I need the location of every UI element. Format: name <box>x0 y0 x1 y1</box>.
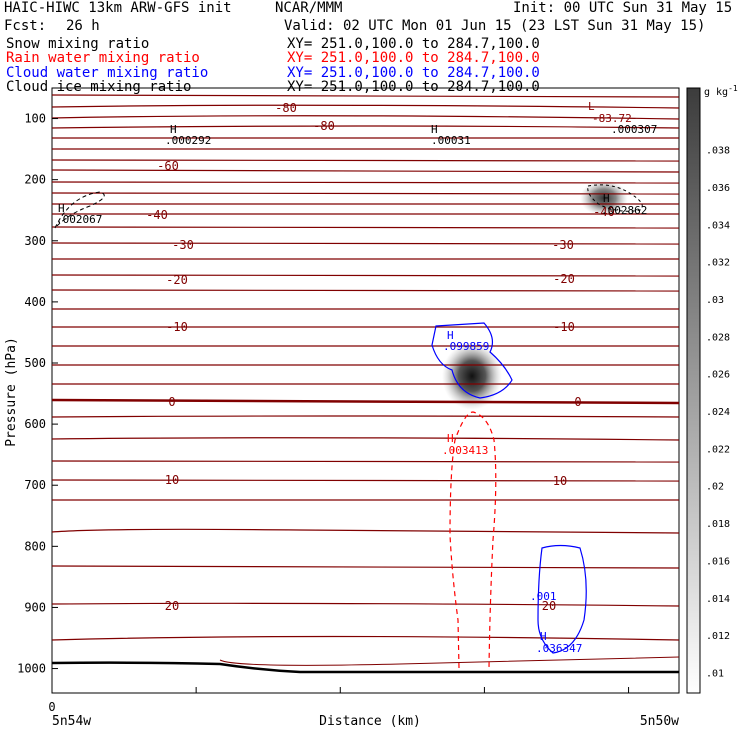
temp-label: -10 <box>166 320 188 334</box>
x-endpoint-left: 5n54w <box>52 714 91 729</box>
colorbar-tick-label: .036 <box>706 183 730 194</box>
cloud-water-contour-mid <box>431 322 513 399</box>
freezing-level-contour <box>51 398 680 405</box>
field-cloud-ice-name: Cloud ice mixing ratio <box>6 79 192 95</box>
min-value: -83.72 <box>592 112 632 125</box>
temp-label: -20 <box>166 273 188 287</box>
y-tick-label: 200 <box>24 173 46 187</box>
y-axis-title: Pressure (hPa) <box>4 337 19 447</box>
colorbar-tick-label: .034 <box>706 220 730 231</box>
colorbar-tick-label: .026 <box>706 370 730 381</box>
temp-label: -20 <box>553 272 575 286</box>
y-tick-label: 500 <box>24 356 46 370</box>
colorbar-tick-label: .032 <box>706 258 730 269</box>
colorbar-tick-label: .038 <box>706 146 730 157</box>
plot-frame <box>51 87 680 694</box>
temp-label: -60 <box>157 159 179 173</box>
colorbar-tick-label: .018 <box>706 519 730 530</box>
temp-label: 10 <box>165 473 179 487</box>
max-value: .000307 <box>611 123 657 136</box>
temp-label: -30 <box>172 238 194 252</box>
y-tick-label: 100 <box>24 112 46 126</box>
y-tick-label: 300 <box>24 234 46 248</box>
colorbar-tick-label: .03 <box>706 295 724 306</box>
snow-contour-left <box>54 191 105 229</box>
extrema-annotations: H .000292 H .00031 L -83.72 .000307 H .0… <box>56 100 657 655</box>
temperature-contours <box>51 94 680 641</box>
y-tick-label: 1000 <box>17 662 46 676</box>
y-tick-label: 700 <box>24 478 46 492</box>
max-marker: H <box>431 123 438 136</box>
colorbar-tick-label: .02 <box>706 482 724 493</box>
temp-label: -40 <box>593 205 615 219</box>
y-tick-label: 800 <box>24 539 46 553</box>
temp-label: -10 <box>553 320 575 334</box>
forecast-hours: 26 h <box>66 18 100 34</box>
colorbar-ticks: .01 .012 .014 .016 .018 .02 .022 .024 .026 .028 .0… <box>706 146 730 680</box>
colorbar-tick-label: .022 <box>706 444 730 455</box>
field-cloud-water-xy: XY= 251.0,100.0 to 284.7,100.0 <box>287 65 540 81</box>
y-tick-label: 600 <box>24 417 46 431</box>
contour-label: .001 <box>530 590 557 603</box>
colorbar-tick-label: .024 <box>706 407 730 418</box>
max-marker: H <box>170 123 177 136</box>
temp-label: -40 <box>146 208 168 222</box>
max-value: .000292 <box>165 134 211 147</box>
max-value: .00031 <box>431 134 471 147</box>
temp-label: -80 <box>313 119 335 133</box>
model-title: HAIC-HIWC 13km ARW-GFS init <box>4 0 232 16</box>
field-rain-name: Rain water mixing ratio <box>6 50 200 66</box>
colorbar-tick-label: .012 <box>706 631 730 642</box>
y-tick-label: 900 <box>24 600 46 614</box>
max-value: .003413 <box>442 444 488 457</box>
max-marker: H <box>603 192 610 205</box>
shaded-max-upper <box>580 180 628 216</box>
x-tick-label-0: 0 <box>48 700 55 714</box>
field-snow-xy: XY= 251.0,100.0 to 284.7,100.0 <box>287 36 540 52</box>
terrain-line <box>51 661 679 674</box>
colorbar-tick-label: .016 <box>706 556 730 567</box>
max-marker: H <box>540 630 547 643</box>
field-rain-xy: XY= 251.0,100.0 to 284.7,100.0 <box>287 50 540 66</box>
max-value: .002067 <box>56 213 102 226</box>
temp-label: 20 <box>542 599 556 613</box>
forecast-label: Fcst: <box>4 18 47 34</box>
max-value: .002862 <box>601 204 647 217</box>
x-axis-title: Distance (km) <box>319 714 421 729</box>
cloud-water-contour-low <box>537 544 587 654</box>
max-value: .099859 <box>443 340 489 353</box>
colorbar-tick-label: .028 <box>706 332 730 343</box>
colorbar-unit: g kg-1 <box>704 84 738 98</box>
min-marker: L <box>588 100 595 113</box>
temperature-labels: -80 -80 -60 -40 -30 -30 -20 -20 -10 -10 … <box>146 101 615 613</box>
x-endpoint-right: 5n50w <box>640 714 679 729</box>
max-marker: H <box>58 202 65 215</box>
init-time: Init: 00 UTC Sun 31 May 15 <box>513 0 733 16</box>
near-surface-contour <box>219 656 680 666</box>
colorbar-tick-label: .014 <box>706 594 730 605</box>
max-marker: H <box>447 432 454 445</box>
colorbar-tick-label: .01 <box>706 668 724 679</box>
temp-label: 0 <box>168 395 175 409</box>
rain-water-contour <box>449 411 497 669</box>
org-title: NCAR/MMM <box>275 0 343 16</box>
field-cloud-ice-xy: XY= 251.0,100.0 to 284.7,100.0 <box>287 79 540 95</box>
y-axis-ticks: 100 200 300 400 500 600 700 800 900 1000 <box>17 112 58 676</box>
temp-label: -30 <box>552 238 574 252</box>
temp-label: -80 <box>275 101 297 115</box>
valid-time: Valid: 02 UTC Mon 01 Jun 15 (23 LST Sun … <box>284 18 706 34</box>
field-snow-name: Snow mixing ratio <box>6 36 150 52</box>
temp-label: 0 <box>574 395 581 409</box>
x-axis-ticks <box>51 687 630 693</box>
colorbar <box>686 87 701 694</box>
field-cloud-water-name: Cloud water mixing ratio <box>6 65 209 81</box>
shaded-max-midlevel <box>442 342 502 410</box>
snow-contour-upper-right <box>587 184 643 212</box>
temp-label: 10 <box>553 474 567 488</box>
y-tick-label: 400 <box>24 295 46 309</box>
max-marker: H <box>447 329 454 342</box>
max-value: .036347 <box>536 642 582 655</box>
temp-label: 20 <box>165 599 179 613</box>
